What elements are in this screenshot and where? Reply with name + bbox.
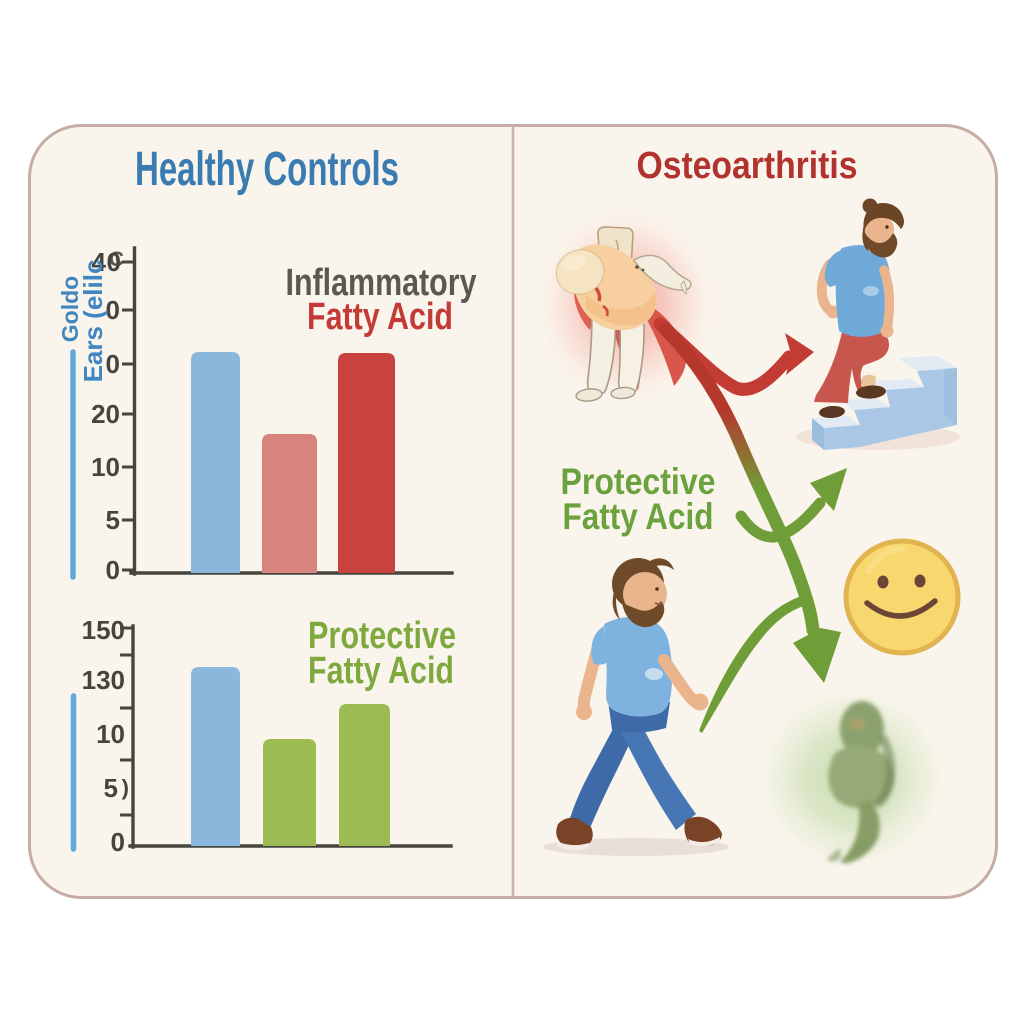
svg-text:Ears (elilc: Ears (elilc [78, 260, 108, 383]
svg-text:0: 0 [111, 827, 125, 857]
svg-text:Goldo: Goldo [57, 276, 83, 342]
svg-text:4: 4 [92, 247, 107, 277]
svg-text:Fatty Acid: Fatty Acid [307, 296, 453, 338]
svg-text:Inflammatory: Inflammatory [286, 262, 477, 304]
svg-text:): ) [122, 775, 129, 800]
svg-text:10: 10 [96, 719, 125, 749]
svg-text:Healthy Controls: Healthy Controls [135, 143, 399, 196]
svg-text:0: 0 [106, 555, 120, 585]
svg-text:130: 130 [82, 665, 125, 695]
svg-text:10: 10 [91, 452, 120, 482]
svg-text:C: C [109, 248, 124, 271]
svg-text:150: 150 [82, 615, 125, 645]
svg-text:0: 0 [107, 247, 121, 277]
svg-text:Protective: Protective [308, 615, 456, 657]
svg-text:5: 5 [106, 505, 120, 535]
svg-text:Protective: Protective [561, 461, 716, 502]
svg-text:0: 0 [106, 295, 120, 325]
svg-text:20: 20 [91, 399, 120, 429]
svg-text:Osteoarthritis: Osteoarthritis [637, 145, 858, 187]
svg-text:Fatty Acid: Fatty Acid [308, 650, 454, 692]
svg-text:0: 0 [106, 349, 120, 379]
svg-text:Fatty Acid: Fatty Acid [563, 496, 714, 537]
svg-text:5: 5 [104, 773, 118, 803]
